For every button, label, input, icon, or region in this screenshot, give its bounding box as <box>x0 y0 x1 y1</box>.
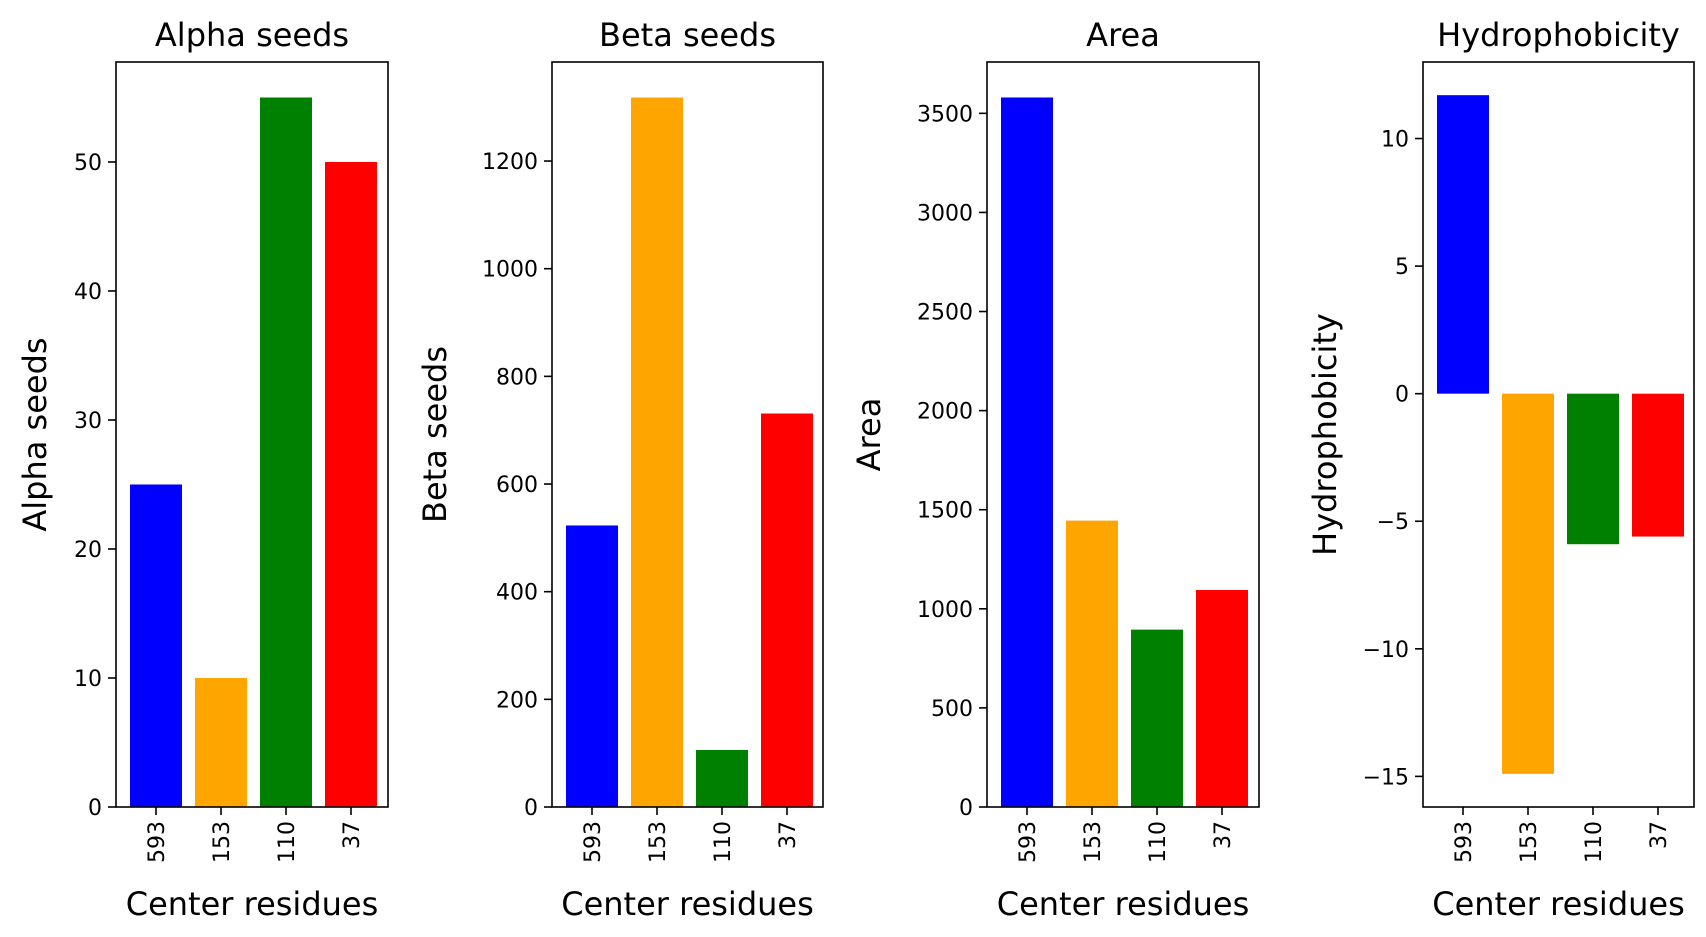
y-tick-label: 500 <box>931 697 973 722</box>
chart-title: Beta seeds <box>599 16 776 54</box>
y-tick-label: 800 <box>496 365 538 390</box>
x-tick-label: 37 <box>776 821 801 849</box>
x-tick-label: 593 <box>581 821 606 863</box>
x-tick-label: 153 <box>210 821 235 863</box>
x-tick-label: 153 <box>646 821 671 863</box>
x-axis-label: Center residues <box>997 885 1250 923</box>
x-tick-label: 110 <box>1146 821 1171 863</box>
y-axis-label: Area <box>850 398 888 472</box>
y-tick-label: 50 <box>74 151 102 176</box>
y-tick-label: 0 <box>959 796 973 821</box>
chart-title: Alpha seeds <box>155 16 349 54</box>
bar-153 <box>631 97 683 807</box>
y-tick-label: 1000 <box>482 258 538 283</box>
x-axis-label: Center residues <box>126 885 379 923</box>
bar-593 <box>1001 97 1053 807</box>
bar-110 <box>260 97 312 807</box>
x-tick-label: 110 <box>1582 821 1607 863</box>
y-tick-label: −10 <box>1363 638 1409 663</box>
axes-frame <box>1422 61 1695 808</box>
x-tick-label: 593 <box>1452 821 1477 863</box>
y-tick-label: 0 <box>1395 383 1409 408</box>
chart-panel-alpha-seeds: 0 10 20 30 40 50 593 153 110 37 Alpha seeds Center … <box>16 16 389 923</box>
y-tick-label: 3000 <box>917 201 973 226</box>
bar-37 <box>1632 393 1684 537</box>
y-tick-label: 5 <box>1395 255 1409 280</box>
chart-panel-area: 0 500 1000 1500 2000 2500 3000 3500 593 153 110 37 A… <box>850 16 1260 923</box>
axes-frame <box>551 61 824 808</box>
chart-title: Hydrophobicity <box>1437 16 1680 54</box>
x-tick-label: 37 <box>1647 821 1672 849</box>
bar-153 <box>1066 520 1118 807</box>
x-axis-label: Center residues <box>1432 885 1685 923</box>
y-tick-label: 10 <box>1381 128 1409 153</box>
y-tick-label: 3500 <box>917 102 973 127</box>
axes-frame <box>115 61 389 808</box>
y-axis-label: Hydrophobicity <box>1306 313 1344 556</box>
y-tick-label: 2500 <box>917 301 973 326</box>
x-tick-label: 110 <box>711 821 736 863</box>
chart-panel-beta-seeds: 0 200 400 600 800 1000 1200 593 153 110 37 Beta see… <box>416 16 824 923</box>
y-tick-label: −15 <box>1363 765 1409 790</box>
y-tick-label: 10 <box>74 667 102 692</box>
x-tick-label: 153 <box>1517 821 1542 863</box>
y-tick-label: 1200 <box>482 150 538 175</box>
bar-153 <box>1502 393 1554 774</box>
x-tick-label: 593 <box>145 821 170 863</box>
bar-153 <box>195 677 247 807</box>
y-tick-label: 30 <box>74 409 102 434</box>
y-tick-label: 1500 <box>917 499 973 524</box>
x-tick-label: 110 <box>275 821 300 863</box>
bar-593 <box>566 525 618 807</box>
x-tick-label: 153 <box>1081 821 1106 863</box>
x-tick-label: 37 <box>340 821 365 849</box>
x-tick-label: 593 <box>1016 821 1041 863</box>
y-tick-label: 0 <box>524 796 538 821</box>
y-tick-label: 20 <box>74 538 102 563</box>
bar-37 <box>1196 589 1248 807</box>
y-tick-label: 0 <box>88 796 102 821</box>
bar-37 <box>325 161 377 808</box>
axes-frame <box>986 61 1260 808</box>
bar-593 <box>1437 95 1489 394</box>
y-tick-label: −5 <box>1377 510 1409 535</box>
y-axis-label: Beta seeds <box>416 346 454 523</box>
chart-title: Area <box>1086 16 1160 54</box>
bar-110 <box>696 749 748 807</box>
x-tick-label: 37 <box>1211 821 1236 849</box>
y-tick-label: 200 <box>496 688 538 713</box>
bar-110 <box>1131 629 1183 807</box>
bar-110 <box>1567 393 1619 545</box>
y-tick-label: 40 <box>74 280 102 305</box>
y-tick-label: 2000 <box>917 400 973 425</box>
y-tick-label: 600 <box>496 473 538 498</box>
y-axis-label: Alpha seeds <box>16 337 54 531</box>
y-tick-label: 1000 <box>917 598 973 623</box>
y-tick-label: 400 <box>496 581 538 606</box>
x-axis-label: Center residues <box>561 885 814 923</box>
bar-37 <box>761 413 813 807</box>
chart-panel-hydrophobicity: −15 −10 −5 0 5 10 593 153 110 37 Hydrophobicity Cen… <box>1306 16 1695 923</box>
bar-593 <box>130 484 182 807</box>
